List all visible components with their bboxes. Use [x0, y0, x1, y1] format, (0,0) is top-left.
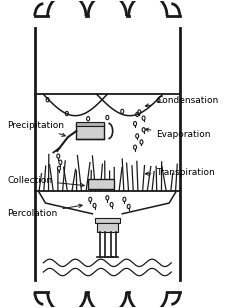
Bar: [88, 180, 114, 189]
Text: Transpiration: Transpiration: [145, 168, 215, 177]
Bar: [76, 122, 104, 126]
Bar: [95, 218, 120, 223]
Text: Collection: Collection: [7, 176, 84, 187]
Bar: [97, 223, 118, 232]
Text: Precipitation: Precipitation: [7, 121, 65, 136]
Text: Evaporation: Evaporation: [145, 128, 211, 139]
Text: Percolation: Percolation: [7, 204, 82, 218]
Bar: [76, 123, 104, 140]
Text: Condensation: Condensation: [145, 96, 219, 107]
